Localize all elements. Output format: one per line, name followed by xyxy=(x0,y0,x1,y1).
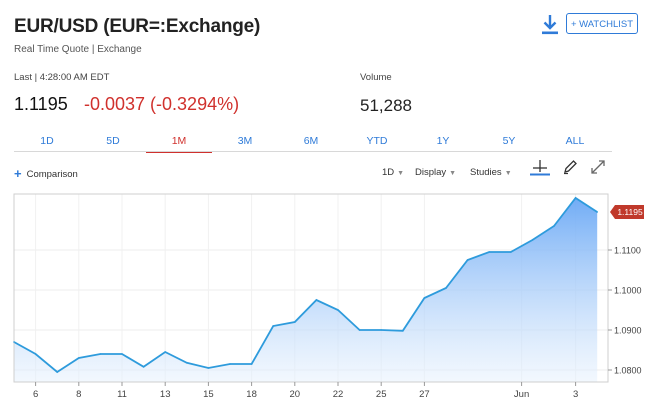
last-price: 1.1195 xyxy=(14,94,68,114)
y-tick-label: 1.0900 xyxy=(614,326,642,336)
chevron-down-icon: ▼ xyxy=(449,170,457,177)
y-tick-label: 1.1100 xyxy=(614,246,641,256)
data-point xyxy=(596,211,598,213)
studies-label: Studies xyxy=(470,167,502,178)
plot-frame xyxy=(13,193,609,383)
data-point xyxy=(510,251,512,253)
x-tick-label: 8 xyxy=(76,389,81,400)
x-tick-label: 11 xyxy=(117,389,127,400)
display-dropdown[interactable]: Display ▼ xyxy=(415,167,456,178)
chevron-down-icon: ▼ xyxy=(504,170,512,177)
data-point xyxy=(445,287,447,289)
data-point xyxy=(78,357,80,359)
data-point xyxy=(56,371,58,373)
data-point xyxy=(34,353,37,355)
x-tick-label: 13 xyxy=(160,389,171,400)
data-point xyxy=(121,353,123,355)
tabs-divider xyxy=(14,151,612,152)
data-point xyxy=(380,329,383,331)
data-points xyxy=(13,197,598,373)
data-point xyxy=(272,325,275,327)
data-point xyxy=(358,329,361,331)
studies-dropdown[interactable]: Studies ▼ xyxy=(470,167,512,178)
download-icon[interactable] xyxy=(541,14,559,36)
x-axis: 6 8 11 13 15 18 20 22 25 27 Jun 3 xyxy=(33,382,578,400)
price-chart[interactable]: 6 8 11 13 15 18 20 22 25 27 Jun 3 1.0800 1.0900 1.100… xyxy=(0,180,648,416)
display-label: Display xyxy=(415,167,447,178)
tab-3m[interactable]: 3M xyxy=(237,135,253,147)
tab-5y[interactable]: 5Y xyxy=(502,135,516,147)
x-tick-label: Jun xyxy=(514,389,529,400)
data-point xyxy=(229,363,231,365)
x-tick-label: 27 xyxy=(419,389,430,400)
data-point xyxy=(315,299,318,301)
data-point xyxy=(13,341,15,343)
pencil-icon[interactable] xyxy=(562,159,578,175)
x-tick-label: 22 xyxy=(333,389,344,400)
chevron-down-icon: ▼ xyxy=(397,170,405,177)
data-point xyxy=(531,239,534,241)
watchlist-button[interactable]: + WATCHLIST xyxy=(566,13,638,34)
price-tag-label: 1.1195 xyxy=(617,207,643,217)
data-point xyxy=(294,321,296,323)
price-tag-box xyxy=(610,205,644,219)
data-point xyxy=(553,225,555,227)
tab-5d[interactable]: 5D xyxy=(106,135,120,147)
data-point xyxy=(574,197,577,199)
tab-all[interactable]: ALL xyxy=(565,135,585,147)
data-point xyxy=(250,363,253,365)
expand-icon[interactable] xyxy=(589,158,607,176)
x-tick-label: 25 xyxy=(376,389,387,400)
tab-1y[interactable]: 1Y xyxy=(436,135,450,147)
data-point xyxy=(488,251,491,253)
data-point xyxy=(142,366,145,368)
x-tick-label: 6 xyxy=(33,389,38,400)
data-point xyxy=(186,362,188,364)
y-tick-label: 1.0800 xyxy=(614,366,642,376)
data-point xyxy=(402,330,404,332)
y-tick-label: 1.1000 xyxy=(614,286,642,296)
data-point xyxy=(207,367,210,369)
x-tick-label: 20 xyxy=(290,389,301,400)
x-tick-label: 15 xyxy=(203,389,214,400)
page-title: EUR/USD (EUR=:Exchange) xyxy=(14,16,261,37)
data-point xyxy=(99,353,102,355)
tab-1d[interactable]: 1D xyxy=(40,135,54,147)
price-line xyxy=(13,196,598,374)
x-tick-label: 3 xyxy=(573,389,578,400)
comparison-label: Comparison xyxy=(26,169,78,180)
crosshair-icon[interactable] xyxy=(529,159,551,177)
interval-label: 1D xyxy=(382,167,395,178)
range-tabs: 1D 5D 1M 3M 6M YTD 1Y 5Y ALL xyxy=(14,132,612,153)
price-change: -0.0037 (-0.3294%) xyxy=(84,94,240,114)
data-point xyxy=(466,259,469,261)
plus-icon: + xyxy=(14,166,22,181)
last-price-tag: 1.1195 xyxy=(610,205,644,219)
data-point xyxy=(423,297,426,299)
comparison-button[interactable]: + Comparison xyxy=(14,166,78,181)
x-tick-label: 18 xyxy=(246,389,257,400)
tab-6m[interactable]: 6M xyxy=(303,135,319,147)
last-trade-label: Last | 4:28:00 AM EDT xyxy=(14,72,110,83)
tab-ytd[interactable]: YTD xyxy=(366,135,388,147)
quote-source: Real Time Quote | Exchange xyxy=(14,44,142,55)
price-area xyxy=(14,198,598,382)
data-point xyxy=(164,351,166,353)
tab-1m[interactable]: 1M xyxy=(146,132,212,153)
data-point xyxy=(337,309,339,311)
volume-label: Volume xyxy=(360,72,392,83)
volume-value: 51,288 xyxy=(360,96,412,115)
y-axis: 1.0800 1.0900 1.1000 1.1100 xyxy=(608,246,642,376)
interval-dropdown[interactable]: 1D ▼ xyxy=(382,167,404,178)
